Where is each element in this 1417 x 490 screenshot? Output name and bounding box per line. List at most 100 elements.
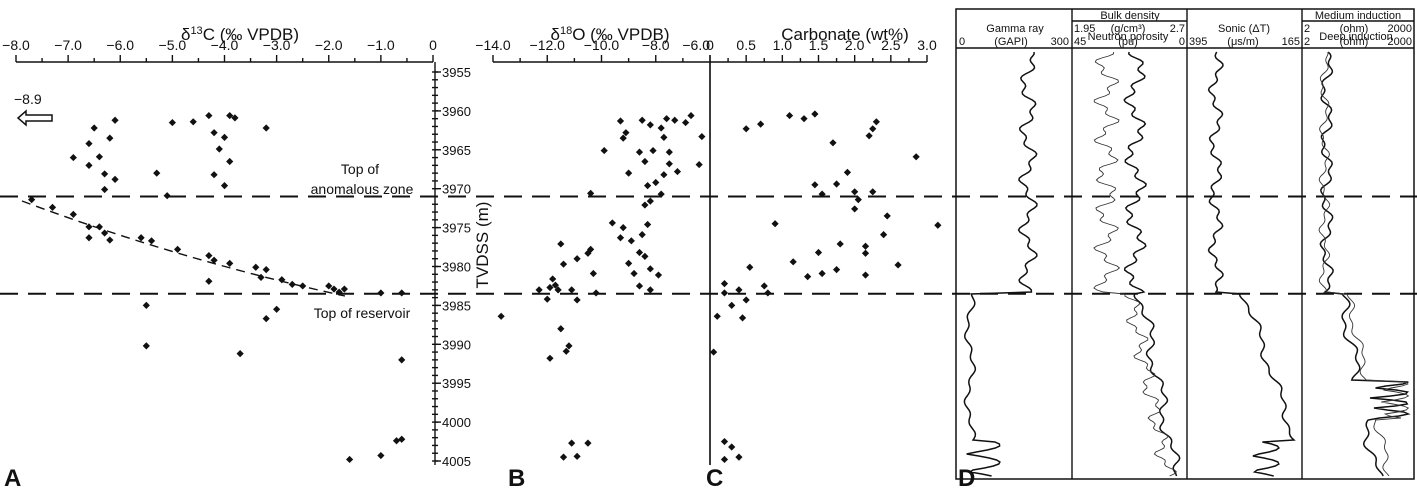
data-point (681, 118, 690, 127)
data-point (635, 248, 644, 257)
data-point (573, 296, 581, 304)
data-point (173, 245, 182, 253)
panel-a-points (28, 111, 406, 464)
depth-tick-label: 3985 (442, 298, 471, 313)
data-point (85, 161, 93, 169)
data-point (713, 312, 721, 320)
panel-a-title: δ13C (‰ VPDB) (181, 25, 299, 44)
data-point (619, 134, 627, 142)
data-point (720, 437, 729, 446)
data-point (644, 181, 652, 190)
gamma-ray-curve (963, 51, 1038, 477)
data-point (625, 259, 633, 267)
data-point (147, 237, 156, 245)
data-point (600, 146, 608, 155)
data-point (880, 231, 888, 239)
data-point (95, 223, 103, 231)
data-point (804, 273, 812, 281)
data-point (861, 249, 870, 257)
data-point (497, 312, 505, 320)
data-point (299, 282, 307, 290)
depth-axis: 3955 3960 3965 3970 3975 3980 3985 3990 3995 4000… (432, 62, 711, 469)
anomalous-zone-label-1: Top of (341, 161, 379, 177)
data-point (589, 269, 597, 278)
data-point (851, 188, 859, 196)
data-point (554, 286, 562, 294)
panel-a-x-tick-label: −1.0 (367, 37, 395, 53)
data-point (832, 266, 841, 274)
data-point (28, 195, 36, 204)
data-point (735, 286, 743, 294)
sonic-scale-unit: (μs/m) (1227, 36, 1258, 48)
data-point (69, 153, 77, 162)
data-point (205, 277, 213, 285)
data-point (638, 231, 646, 239)
panel-a-x-tick-label: 0 (429, 37, 437, 53)
data-point (673, 167, 682, 176)
data-point (205, 111, 213, 120)
data-point (742, 125, 750, 133)
medium-induction-scale-min: 2 (1304, 23, 1310, 35)
depth-tick-label: 3960 (442, 104, 471, 119)
data-point (843, 168, 852, 176)
data-point (818, 190, 826, 198)
data-point (869, 125, 877, 133)
data-point (635, 148, 644, 156)
data-point (137, 234, 145, 242)
data-point (829, 139, 837, 147)
data-point (262, 315, 270, 323)
data-point (738, 314, 747, 322)
panel-a-x-tick-label: −4.0 (211, 37, 239, 53)
depth-tick-label: 4005 (442, 454, 471, 469)
data-point (377, 289, 385, 297)
data-point (546, 283, 554, 292)
panel-a-x-tick-label: −5.0 (159, 37, 187, 53)
gamma-ray-scale-max: 300 (1051, 36, 1069, 48)
data-point (872, 118, 880, 126)
data-point (608, 219, 616, 227)
data-point (252, 263, 260, 271)
panel-c-x-tick-label: 2.5 (881, 37, 901, 53)
data-point (789, 258, 797, 266)
gamma-ray-label: Gamma ray (986, 23, 1044, 35)
panel-a-x-tick-label: −3.0 (263, 37, 291, 53)
panel-letter-c: C (706, 465, 723, 490)
log-frame (955, 8, 1415, 480)
panel-c-x-tick-label: 0 (706, 37, 714, 53)
panel-c-title: Carbonate (wt%) (781, 25, 909, 44)
depth-tick-label: 3970 (442, 182, 471, 197)
bulk-density-scale-min: 1.95 (1074, 23, 1095, 35)
panel-a-x-tick-label: −6.0 (106, 37, 134, 53)
deep-induction-scale-min: 2 (1304, 36, 1310, 48)
data-point (627, 237, 635, 245)
panel-b-x-tick-label: −12.0 (530, 37, 566, 53)
data-point (226, 111, 234, 120)
data-point (665, 148, 673, 156)
bulk-density-scale-max: 2.7 (1170, 23, 1185, 35)
panel-b-title: δ18O (‰ VPDB) (550, 25, 669, 44)
data-point (288, 280, 296, 288)
data-point (559, 260, 568, 268)
neutron-porosity-scale-max: 0 (1179, 36, 1185, 48)
data-point (649, 146, 657, 155)
depth-tick-label: 4000 (442, 415, 471, 430)
data-point (735, 453, 743, 461)
data-point (728, 443, 736, 451)
medium-induction-scale-max: 2000 (1388, 23, 1412, 35)
depth-tick-label: 3975 (442, 221, 471, 236)
data-point (616, 234, 625, 242)
data-point (720, 455, 729, 464)
data-point (257, 273, 265, 281)
panel-a-x-tick-label: −8.0 (2, 37, 30, 53)
data-point (392, 437, 401, 445)
deep-induction-label: Deep induction (1319, 31, 1392, 43)
data-point (584, 249, 592, 257)
data-point (654, 271, 663, 279)
data-point (785, 111, 794, 120)
data-point (210, 256, 218, 264)
deep-induction-curve (1318, 51, 1410, 477)
data-point (800, 115, 808, 123)
data-point (106, 236, 114, 244)
log-curves (963, 51, 1411, 477)
data-point (101, 185, 109, 194)
